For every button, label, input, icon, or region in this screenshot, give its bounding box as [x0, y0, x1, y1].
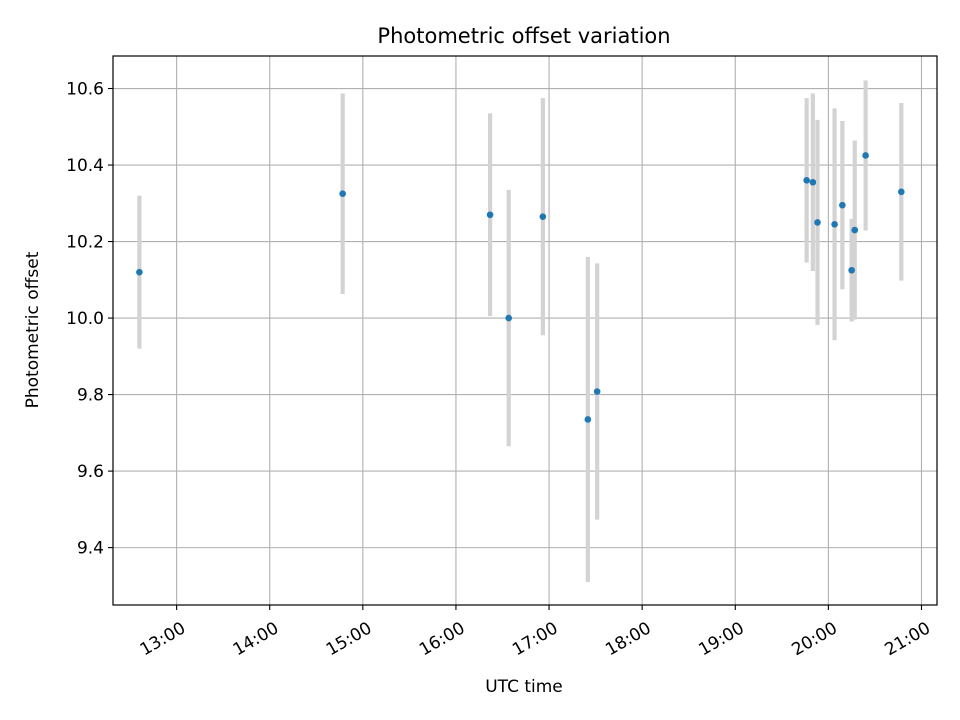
x-tick-label: 19:00 — [695, 618, 747, 660]
x-tick-label: 20:00 — [788, 618, 840, 660]
x-tick-label: 17:00 — [509, 618, 561, 660]
data-point — [486, 211, 494, 219]
data-point — [862, 152, 869, 159]
data-point — [593, 388, 601, 395]
data-point — [898, 188, 905, 196]
data-point — [839, 201, 846, 209]
x-tick-label: 16:00 — [416, 618, 468, 660]
data-point — [539, 213, 547, 220]
x-tick-label: 21:00 — [882, 618, 934, 660]
y-tick-label: 10.6 — [66, 80, 104, 100]
y-tick-label: 9.8 — [77, 386, 104, 406]
data-point — [848, 266, 855, 274]
x-tick-label: 14:00 — [230, 618, 282, 660]
chart-title: Photometric offset variation — [377, 24, 670, 48]
error-bar-layer — [137, 80, 904, 583]
y-tick-label: 10.2 — [66, 233, 104, 253]
data-point — [505, 314, 513, 322]
data-point — [851, 226, 859, 234]
tick-layer: 13:00 14:00 15:00 16:00 17:00 18:00 19:00 20:00… — [66, 80, 934, 661]
y-tick-label: 9.4 — [77, 539, 104, 559]
data-point — [809, 178, 817, 186]
data-point — [584, 416, 592, 423]
data-point-layer — [136, 152, 905, 423]
data-point — [814, 219, 821, 226]
data-point — [136, 268, 143, 276]
data-point — [803, 177, 810, 184]
y-tick-label: 9.6 — [77, 462, 104, 482]
y-tick-label: 10.0 — [66, 309, 104, 329]
x-axis-label: UTC time — [485, 677, 563, 697]
plot-area-frame — [112, 55, 938, 606]
y-tick-label: 10.4 — [66, 156, 104, 176]
data-point — [831, 221, 838, 228]
grid-layer — [113, 56, 937, 605]
x-tick-label: 15:00 — [323, 618, 375, 660]
x-tick-label: 18:00 — [602, 618, 654, 660]
y-axis-label: Photometric offset — [23, 251, 43, 408]
x-tick-label: 13:00 — [137, 618, 189, 660]
data-point — [339, 190, 346, 198]
